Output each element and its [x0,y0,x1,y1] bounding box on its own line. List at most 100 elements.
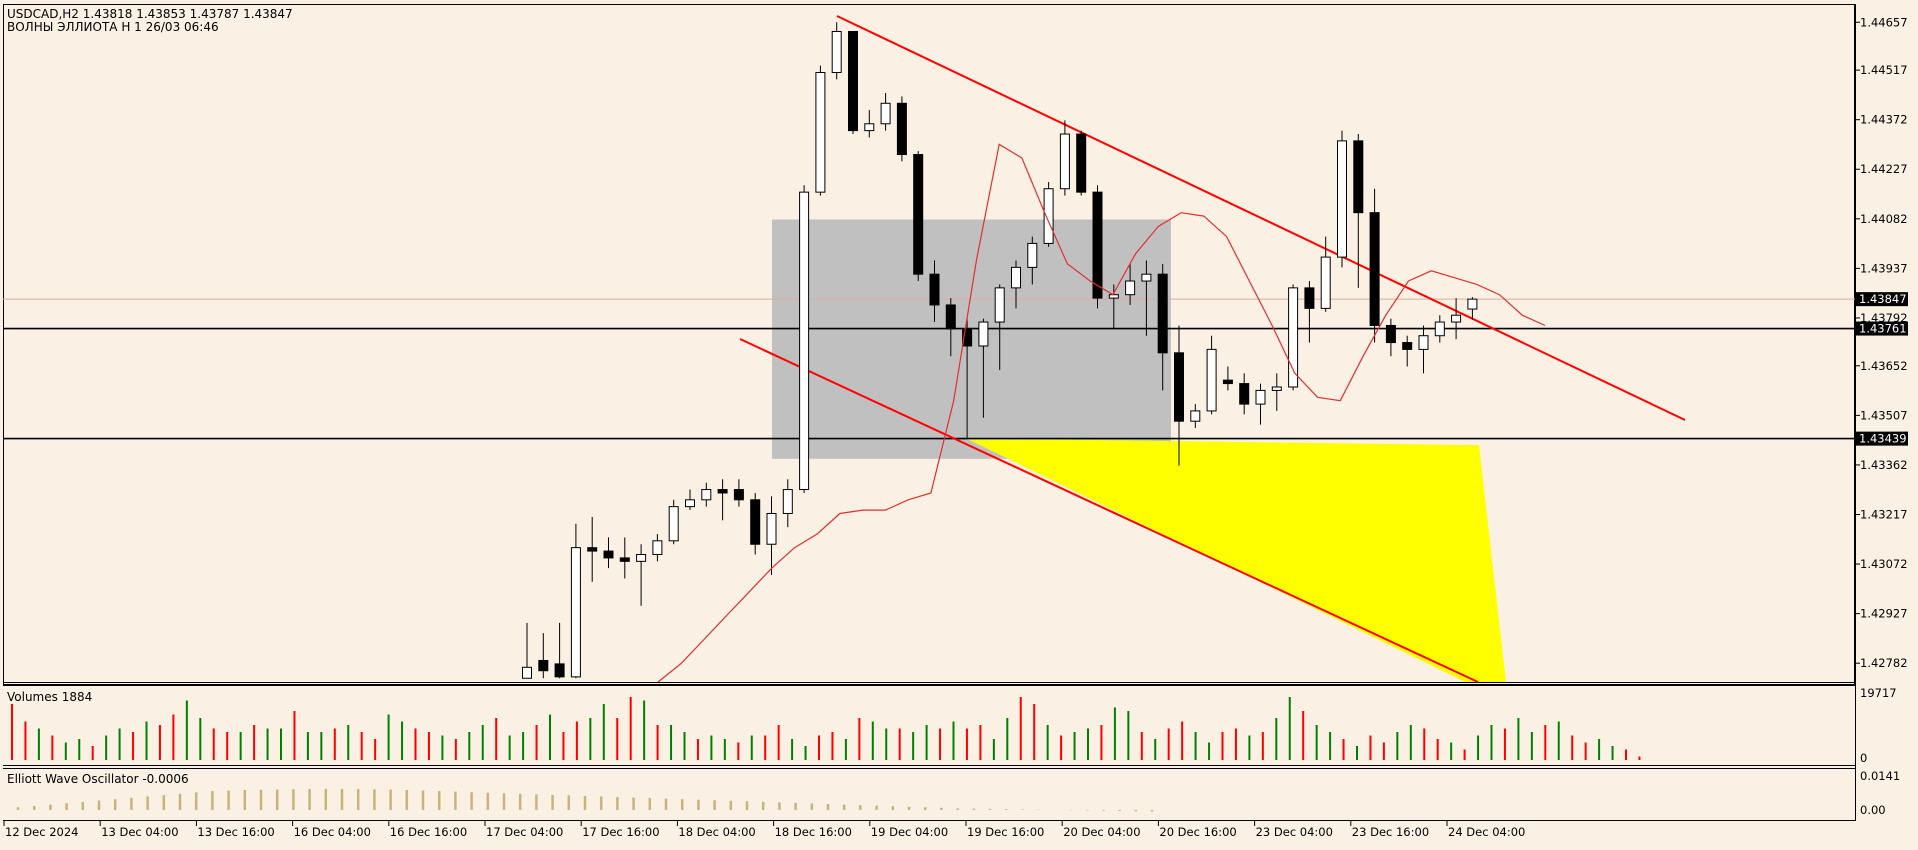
candle-body [733,489,744,501]
price-tick-label-5: 1.43937 [1860,261,1908,275]
candle-28 [978,318,989,418]
candle-18 [815,65,826,196]
candle-2 [554,622,565,679]
candle-13 [733,479,744,507]
candle-33 [1059,120,1070,196]
candle-46 [1271,373,1282,411]
candle-body [1076,133,1087,193]
candle-53 [1385,318,1396,357]
time-tick-label-6: 17 Dec 16:00 [582,825,659,839]
candle-body [1402,342,1413,350]
candle-16 [782,479,793,528]
candle-32 [1043,181,1054,247]
candle-body [929,273,940,306]
candle-27 [962,318,973,439]
candle-body [978,321,989,347]
candle-body [815,72,826,193]
candle-1 [538,633,549,679]
axes: 1.44657 1.44517 1.44372 1.44227 1.44082 1.439… [3,15,1908,839]
candle-38 [1141,260,1152,336]
volume-tick-zero: 0 [1860,751,1867,765]
candle-37 [1125,263,1136,305]
candle-15 [766,496,777,576]
price-pane-frame [3,4,1855,685]
price-tag-bg-1 [1856,321,1908,336]
candle-35 [1092,185,1103,309]
time-tick-label-5: 17 Dec 04:00 [486,825,563,839]
candle-56 [1434,315,1445,343]
candle-25 [929,260,940,323]
candle-body [1108,294,1119,299]
candle-22 [880,93,891,131]
candle-9 [668,499,679,545]
candle-48 [1304,281,1315,343]
candle-body [896,102,907,156]
candle-29 [994,284,1005,370]
candle-body [570,547,581,678]
candle-54 [1402,335,1413,367]
candle-3 [570,523,581,679]
price-tick-label-11: 1.43072 [1860,557,1908,571]
candle-body [766,512,777,545]
candle-8 [652,533,663,562]
time-tick-label-1: 13 Dec 04:00 [101,825,178,839]
candle-58 [1467,297,1478,320]
price-tick-label-7: 1.43652 [1860,359,1908,373]
candle-7 [636,544,647,606]
price-tag-label-1: 1.43761 [1859,322,1907,336]
time-tick-label-3: 16 Dec 04:00 [294,825,371,839]
candle-52 [1369,188,1380,343]
price-tick-label-8: 1.43507 [1860,408,1908,422]
candle-body [1288,287,1299,388]
price-tick-label-12: 1.42927 [1860,607,1908,621]
moving-average-line [657,143,1546,683]
candle-body [880,102,891,125]
candle-body [1434,321,1445,337]
candle-body [587,547,598,552]
candle-body [619,557,630,562]
time-tick-label-2: 13 Dec 16:00 [197,825,274,839]
time-tick-label-12: 20 Dec 16:00 [1159,825,1236,839]
candle-body [636,553,647,562]
candle-body [1271,386,1282,391]
candle-11 [701,482,712,507]
candle-body [1239,383,1250,405]
price-tick-label-4: 1.44082 [1860,212,1908,226]
chart-title: USDCAD,H2 1.43818 1.43853 1.43787 1.4384… [7,7,293,21]
price-tick-label-3: 1.44227 [1860,162,1908,176]
candle-43 [1222,366,1233,391]
candle-body [782,489,793,514]
candle-34 [1076,130,1087,196]
price-tick-label-1: 1.44517 [1860,63,1908,77]
candle-6 [619,537,630,579]
time-tick-label-11: 20 Dec 04:00 [1063,825,1140,839]
target-zone [965,438,1506,682]
candle-51 [1353,134,1364,288]
candle-body [1011,266,1021,289]
price-tick-label-9: 1.43362 [1860,458,1908,472]
price-tick-label-2: 1.44372 [1860,113,1908,127]
candle-41 [1190,404,1201,429]
candle-57 [1451,298,1462,340]
candle-body [668,506,679,542]
candle-14 [750,492,761,555]
time-tick-label-7: 18 Dec 04:00 [678,825,755,839]
candle-body [994,287,1005,323]
oscillator-pane [16,788,1154,812]
candle-body [1369,212,1380,326]
candle-12 [717,479,728,521]
price-tag-label-0: 1.43847 [1859,292,1907,306]
candle-0 [522,622,532,679]
candle-body [522,666,532,679]
candle-24 [913,151,924,282]
candle-body [1059,133,1070,190]
oscillator-title: Elliott Wave Oscillator -0.0006 [7,772,189,786]
candle-19 [831,22,842,80]
candle-body [1255,389,1266,405]
candle-body [1467,298,1478,310]
candle-5 [603,537,614,569]
candle-body [1092,191,1103,299]
time-tick-label-4: 16 Dec 16:00 [390,825,467,839]
